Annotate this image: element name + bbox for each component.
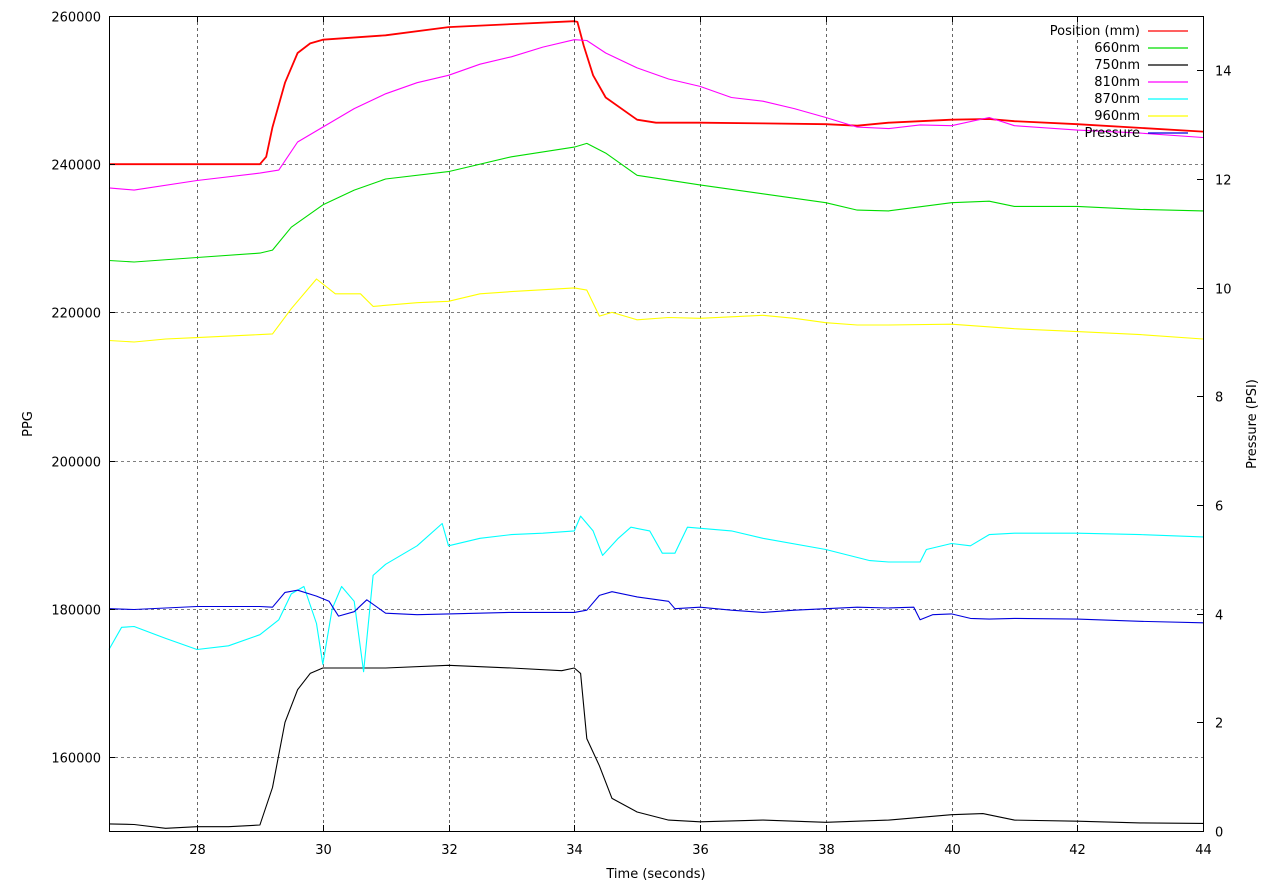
y-tick-label: 200000 bbox=[51, 456, 101, 471]
y2-tick-label: 8 bbox=[1215, 391, 1223, 406]
axis-ticks: 28 30 32 34 36 38 40 42 441600001800002000002200… bbox=[51, 11, 1231, 859]
series-line-position-mm bbox=[109, 20, 1204, 166]
legend-label-pressure: Pressure bbox=[1084, 126, 1140, 141]
series-line-pressure bbox=[108, 589, 1204, 624]
x-tick-label: 34 bbox=[566, 843, 583, 858]
legend-label-960nm: 960nm bbox=[1094, 109, 1140, 124]
x-tick-label: 40 bbox=[944, 843, 961, 858]
legend-label-660nm: 660nm bbox=[1094, 41, 1140, 56]
x-tick-label: 28 bbox=[189, 843, 206, 858]
legend-label-870nm: 870nm bbox=[1094, 92, 1140, 107]
y-axis-title: PPG bbox=[21, 411, 36, 437]
x-tick-label: 36 bbox=[692, 843, 709, 858]
legend-label-position-mm: Position (mm) bbox=[1050, 24, 1140, 39]
x-tick-label: 32 bbox=[441, 843, 458, 858]
y-tick-label: 220000 bbox=[51, 307, 101, 322]
series-line-960nm bbox=[108, 278, 1204, 343]
y2-tick-label: 4 bbox=[1215, 609, 1223, 624]
y2-tick-label: 0 bbox=[1215, 826, 1223, 841]
y-tick-label: 240000 bbox=[51, 159, 101, 174]
y-tick-label: 160000 bbox=[51, 752, 101, 767]
y2-tick-label: 12 bbox=[1215, 174, 1232, 189]
grid-lines bbox=[109, 16, 1203, 831]
legend-label-750nm: 750nm bbox=[1094, 58, 1140, 73]
y-tick-label: 260000 bbox=[51, 11, 101, 26]
y2-axis-title: Pressure (PSI) bbox=[1245, 379, 1260, 469]
x-tick-label: 30 bbox=[315, 843, 332, 858]
plot-frame bbox=[109, 16, 1204, 832]
series-lines bbox=[108, 20, 1204, 829]
y2-tick-label: 2 bbox=[1215, 717, 1223, 732]
legend-label-810nm: 810nm bbox=[1094, 75, 1140, 90]
legend: Position (mm) 660nm 750nm 810nm 870nm 960nm Pr… bbox=[1050, 24, 1188, 141]
series-line-870nm bbox=[108, 515, 1204, 673]
x-tick-label: 38 bbox=[818, 843, 835, 858]
y2-tick-label: 6 bbox=[1215, 500, 1223, 515]
y-tick-label: 180000 bbox=[51, 604, 101, 619]
y2-tick-label: 10 bbox=[1215, 283, 1232, 298]
series-line-810nm bbox=[108, 39, 1204, 191]
x-tick-label: 44 bbox=[1195, 843, 1212, 858]
y2-tick-label: 14 bbox=[1215, 65, 1232, 80]
x-axis-title: Time (seconds) bbox=[605, 867, 705, 882]
x-tick-label: 42 bbox=[1069, 843, 1086, 858]
series-line-750nm bbox=[108, 664, 1204, 829]
series-line-660nm bbox=[108, 142, 1204, 263]
